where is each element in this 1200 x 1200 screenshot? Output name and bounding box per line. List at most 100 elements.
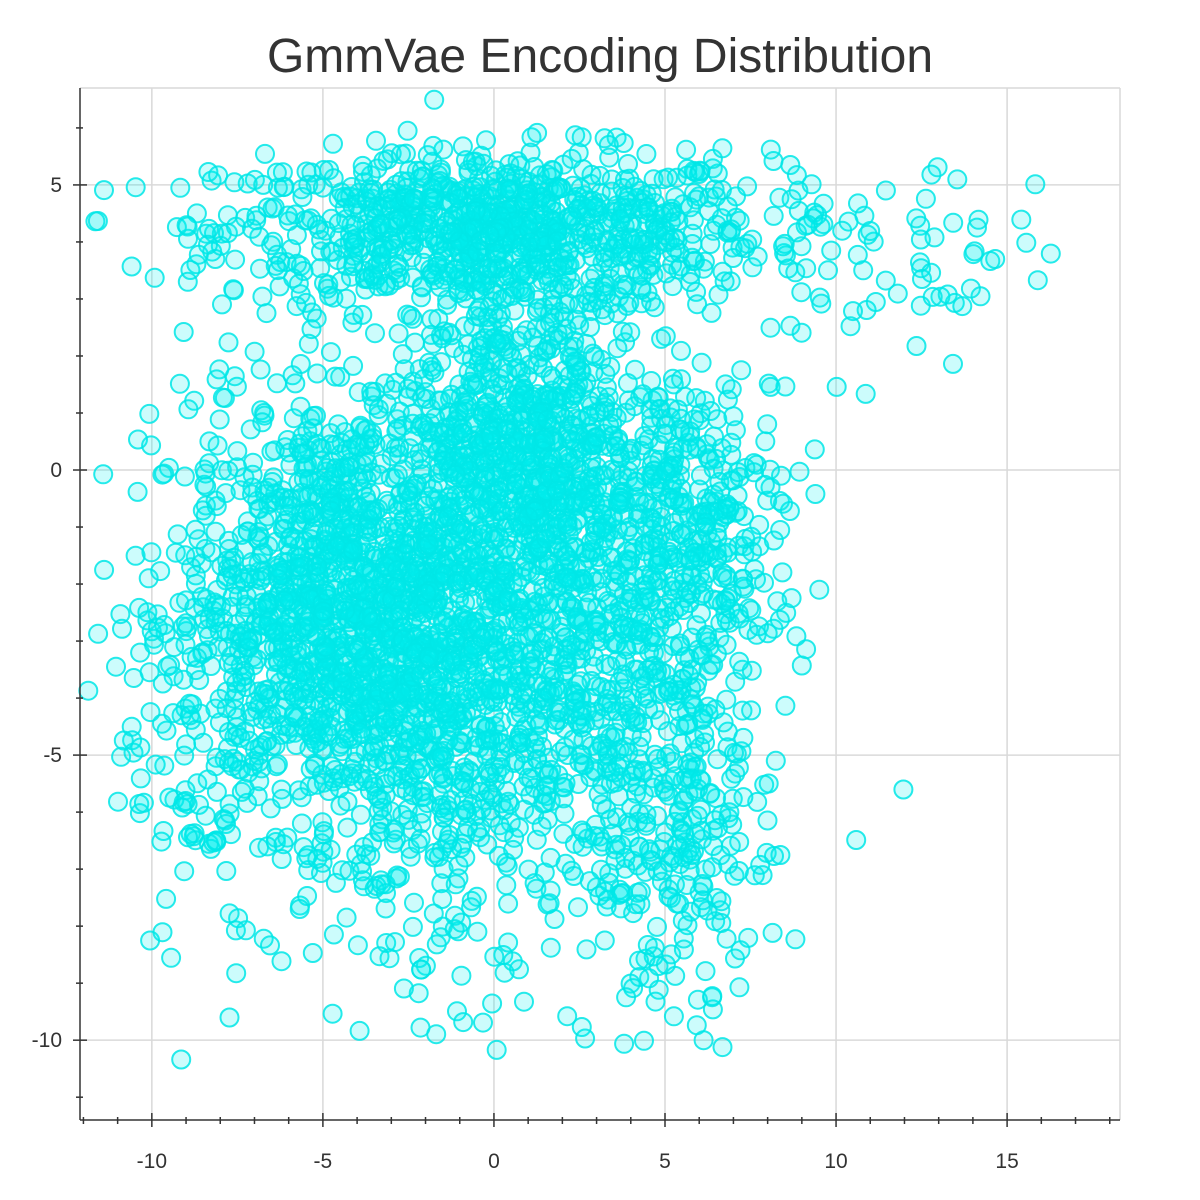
scatter-point [762,922,783,943]
scatter-point [163,703,184,724]
scatter-point [385,372,406,393]
scatter-point [151,831,172,852]
scatter-point [655,781,676,802]
scatter-point [417,516,438,537]
scatter-point [501,285,522,306]
scatter-point [133,792,154,813]
scatter-point [706,643,727,664]
scatter-point [165,542,186,563]
scatter-point [724,742,744,763]
scatter-point [361,381,382,402]
scatter-point [235,572,255,592]
scatter-point [728,603,749,624]
scatter-point [185,519,206,540]
scatter-point [694,516,715,537]
scatter-point [306,214,327,235]
scatter-point [385,932,405,953]
scatter-point [617,520,638,541]
scatter-point [206,369,227,390]
scatter-point [398,482,419,502]
scatter-point [178,827,198,848]
scatter-point [486,1039,507,1060]
scatter-point [482,993,503,1014]
scatter-point [647,861,668,882]
scatter-point [347,935,368,956]
scatter-point [335,600,356,621]
scatter-point [386,577,407,598]
scatter-point [656,461,677,482]
scatter-point [860,221,881,241]
scatter-point [755,431,776,452]
scatter-point [504,645,525,666]
scatter-point [174,861,195,882]
scatter-point [593,536,614,557]
scatter-point [767,591,788,612]
scatter-point [473,1012,493,1033]
scatter-point [238,631,259,652]
scatter-point [442,533,463,554]
scatter-point [397,304,418,325]
scatter-point [366,130,386,151]
scatter-point [455,150,476,171]
scatter-point [887,283,908,304]
scatter-point [630,180,651,201]
scatter-point [289,899,310,919]
scatter-point [561,389,582,410]
scatter-point [465,201,486,221]
scatter-point [307,363,328,384]
scatter-point [173,616,193,637]
scatter-point [615,847,636,868]
scatter-point [342,540,363,561]
scatter-point [801,174,822,195]
scatter-point [428,218,449,239]
scatter-point [616,987,637,1008]
scatter-point [367,158,388,179]
scatter-point [264,440,285,461]
scatter-point [561,148,582,169]
scatter-point [397,120,418,141]
scatter-point [288,669,308,690]
scatter-point [224,688,245,709]
scatter-point [581,687,602,708]
scatter-point [489,679,510,700]
scatter-point [472,524,493,545]
scatter-point [832,220,853,241]
scatter-point [466,544,486,565]
scatter-point [201,542,222,563]
scatter-point [489,480,510,501]
scatter-point [339,457,360,478]
scatter-point [446,573,467,594]
scatter-point [313,772,334,793]
scatter-point [754,474,775,495]
scatter-point [661,887,681,908]
scatter-point [542,449,563,469]
scatter-point [664,570,684,591]
scatter-point [570,470,591,491]
scatter-point [967,217,987,238]
scatter-point [865,292,886,312]
scatter-point [291,787,312,808]
scatter-point [502,573,523,594]
scatter-point [159,787,180,808]
scatter-point [125,177,146,198]
scatter-point [286,296,307,317]
scatter-point [710,612,731,633]
scatter-point [910,229,931,250]
scatter-point [533,205,554,225]
scatter-point [93,464,114,485]
scatter-point [582,246,603,267]
scatter-point [216,861,237,881]
scatter-point [847,244,868,265]
scatter-point [497,363,518,384]
scatter-point [505,473,526,494]
scatter-point [673,600,694,620]
scatter-point [771,465,791,486]
scatter-point [491,501,512,522]
scatter-point [618,154,638,174]
scatter-point [331,685,352,706]
scatter-point [223,654,244,675]
scatter-point [209,409,230,430]
scatter-point [328,414,349,435]
scatter-point [848,193,868,214]
scatter-point [398,809,419,830]
